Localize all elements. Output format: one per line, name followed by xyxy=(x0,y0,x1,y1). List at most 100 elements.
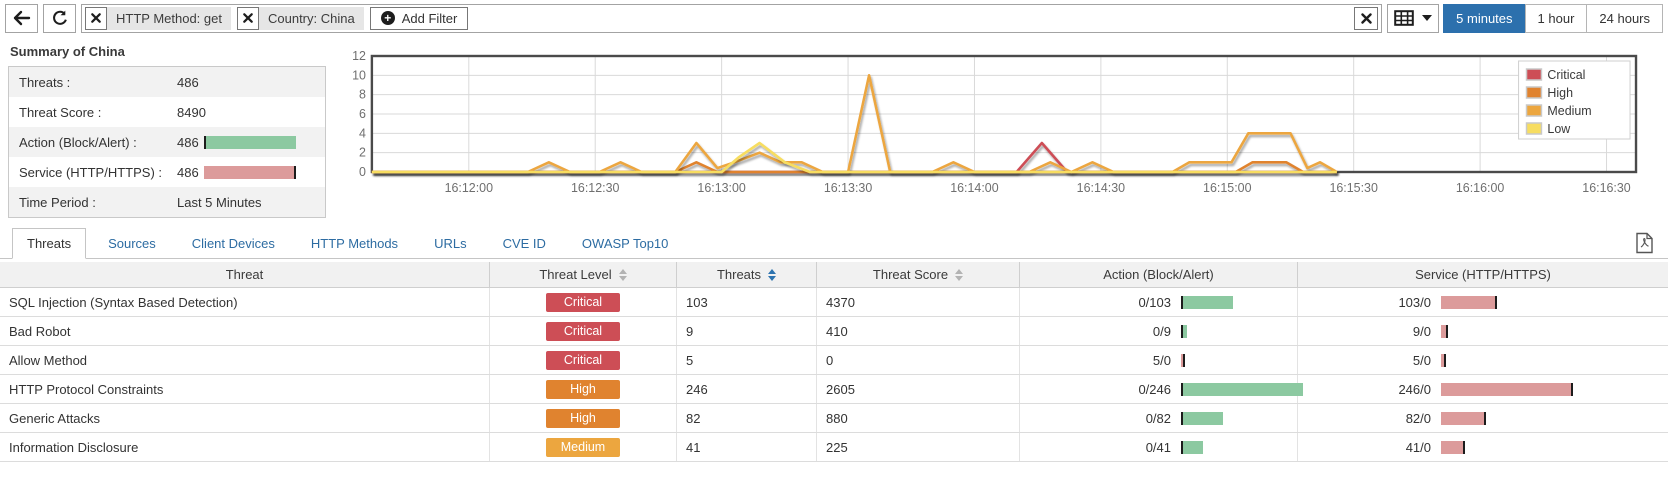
remove-filter-button[interactable] xyxy=(236,6,259,30)
bar-segment xyxy=(1183,382,1303,396)
summary-row: Threats : 486 xyxy=(9,67,325,97)
filter-bar: HTTP Method: get Country: China Add Filte… xyxy=(81,3,1383,33)
threat-score: 225 xyxy=(826,439,848,455)
threat-level-badge: Critical xyxy=(546,292,620,312)
cell-threat-score: 2605 xyxy=(817,375,1020,403)
table-row[interactable]: Information Disclosure Medium 41 225 0/41 41/… xyxy=(0,433,1668,462)
summary-value: Last 5 Minutes xyxy=(177,195,325,210)
tab-client-devices[interactable]: Client Devices xyxy=(191,236,275,251)
ratio-bar xyxy=(1441,295,1497,309)
summary-value-text: 8490 xyxy=(177,104,206,120)
legend-swatch-critical xyxy=(1525,68,1543,81)
column-header-label: Service (HTTP/HTTPS) xyxy=(1415,267,1551,282)
tab-urls[interactable]: URLs xyxy=(434,236,467,251)
service-ratio: 246/0 xyxy=(1398,381,1431,397)
service-ratio: 9/0 xyxy=(1412,323,1431,339)
tab-cve-id[interactable]: CVE ID xyxy=(502,236,546,251)
add-filter-label: Add Filter xyxy=(401,10,458,26)
table-body: SQL Injection (Syntax Based Detection) Cr… xyxy=(0,288,1668,462)
x-tick-label: 16:15:00 xyxy=(1203,181,1251,195)
cell-threat-count: 41 xyxy=(677,433,817,461)
sort-icon[interactable] xyxy=(955,268,964,281)
threat-name: Bad Robot xyxy=(9,323,71,339)
cell-action: 0/246 xyxy=(1020,375,1303,403)
bar-segment xyxy=(1441,440,1463,454)
table-row[interactable]: HTTP Protocol Constraints High 246 2605 0/24… xyxy=(0,375,1668,404)
ratio-bar xyxy=(1441,411,1486,425)
service-ratio: 5/0 xyxy=(1412,352,1431,368)
column-header-threat: Threat xyxy=(0,262,490,287)
action-ratio: 0/82 xyxy=(1145,410,1171,426)
time-range-1-hour[interactable]: 1 hour xyxy=(1524,3,1588,33)
threat-level-badge: Critical xyxy=(546,321,620,341)
tab-bar: Threats Sources Client Devices HTTP Methods… xyxy=(0,226,1668,259)
tab-sources[interactable]: Sources xyxy=(108,236,156,251)
bar-segment xyxy=(1183,295,1233,309)
threats-table: Threat Threat Level Threats Threat Score Act… xyxy=(0,262,1668,462)
series-medium xyxy=(371,73,1338,174)
cell-threat-count: 103 xyxy=(677,288,817,316)
time-range-5-minutes[interactable]: 5 minutes xyxy=(1443,3,1526,33)
zero-tick xyxy=(1181,382,1183,396)
bar-segment xyxy=(1441,324,1446,338)
legend-swatch-medium xyxy=(1525,104,1543,117)
table-row[interactable]: SQL Injection (Syntax Based Detection) Cr… xyxy=(0,288,1668,317)
back-button[interactable] xyxy=(5,3,38,33)
cell-action: 0/103 xyxy=(1020,288,1298,316)
sort-down-arrow xyxy=(618,275,627,281)
table-header: Threat Threat Level Threats Threat Score Act… xyxy=(0,262,1668,288)
column-header-threat-score[interactable]: Threat Score xyxy=(817,262,1020,287)
action-ratio: 0/103 xyxy=(1138,294,1171,310)
threat-timeline-chart: 0 2 4 6 8 10 12 16:12:00 16:12:30 16:13:00 16:13:3… xyxy=(348,46,1640,201)
bar-segment xyxy=(1441,382,1571,396)
export-pdf-button[interactable] xyxy=(1635,232,1654,254)
remove-filter-button[interactable] xyxy=(85,6,107,30)
summary-label: Service (HTTP/HTTPS) : xyxy=(19,164,163,180)
sort-up-arrow xyxy=(768,268,777,274)
column-header-threats[interactable]: Threats xyxy=(677,262,817,287)
summary-title: Summary of China xyxy=(10,44,125,59)
zero-tick xyxy=(1484,411,1486,425)
cell-threat-count: 5 xyxy=(677,346,817,374)
sort-down-arrow xyxy=(955,275,964,281)
clear-filters-button[interactable] xyxy=(1354,6,1379,30)
bar-segment xyxy=(1183,411,1223,425)
y-tick-label: 8 xyxy=(359,88,366,102)
table-row[interactable]: Bad Robot Critical 9 410 0/9 9/0 xyxy=(0,317,1668,346)
column-header-threat-level[interactable]: Threat Level xyxy=(490,262,677,287)
threat-count: 103 xyxy=(686,294,708,310)
threat-score: 4370 xyxy=(826,294,855,310)
tab-owasp-top10[interactable]: OWASP Top10 xyxy=(581,236,669,251)
table-view-dropdown[interactable] xyxy=(1387,3,1440,33)
table-row[interactable]: Allow Method Critical 5 0 5/0 5/0 xyxy=(0,346,1668,375)
action-ratio: 0/41 xyxy=(1145,439,1171,455)
sort-down-arrow xyxy=(768,275,777,281)
bar-segment xyxy=(1183,440,1203,454)
y-tick-label: 12 xyxy=(352,49,366,63)
summary-row: Action (Block/Alert) : 486 xyxy=(9,127,325,157)
tab-threats[interactable]: Threats xyxy=(12,228,87,259)
cell-service: 5/0 xyxy=(1298,346,1668,374)
add-filter-button[interactable]: Add Filter xyxy=(369,6,469,30)
cell-service: 41/0 xyxy=(1298,433,1668,461)
sort-icon[interactable] xyxy=(618,268,627,281)
filter-tag-label: HTTP Method: get xyxy=(107,6,231,30)
sort-up-arrow xyxy=(618,268,627,274)
summary-and-chart: Summary of China Threats :486 Threat Scor… xyxy=(0,36,1668,218)
ratio-bar xyxy=(1441,324,1448,338)
zero-tick xyxy=(1444,353,1446,367)
action-ratio: 5/0 xyxy=(1152,352,1171,368)
tab-http-methods[interactable]: HTTP Methods xyxy=(310,236,399,251)
sort-icon[interactable] xyxy=(768,268,777,281)
ratio-bar xyxy=(1181,353,1185,367)
legend-swatch-low xyxy=(1525,122,1543,135)
bar-segment xyxy=(1181,353,1183,367)
cell-threat-name: Bad Robot xyxy=(0,317,490,345)
refresh-button[interactable] xyxy=(43,3,76,33)
cell-threat-level: Critical xyxy=(490,288,677,316)
y-tick-label: 10 xyxy=(352,68,366,82)
time-range-24-hours[interactable]: 24 hours xyxy=(1586,3,1663,33)
table-row[interactable]: Generic Attacks High 82 880 0/82 82/0 xyxy=(0,404,1668,433)
x-tick-label: 16:16:00 xyxy=(1456,181,1504,195)
threat-score: 0 xyxy=(826,352,834,368)
